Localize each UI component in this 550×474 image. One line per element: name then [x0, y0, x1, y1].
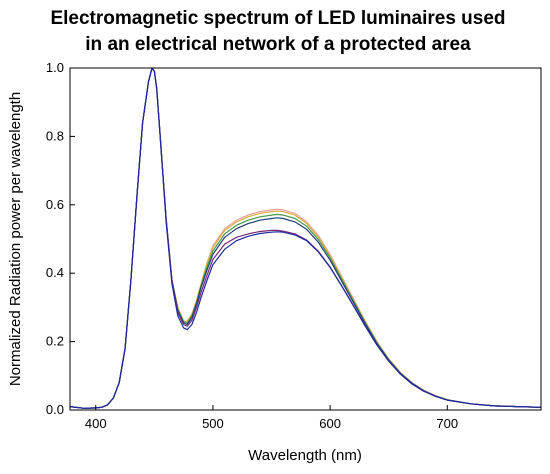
- y-tick-label: 0.8: [46, 128, 64, 143]
- spectrum-series-line-5: [69, 67, 542, 409]
- x-axis-title: Wavelength (nm): [248, 447, 362, 464]
- y-axis-ticks: 0.0 0.2 0.4 0.6 0.8 1.0: [46, 60, 75, 417]
- spectrum-series-line-1: [69, 67, 542, 409]
- spectrum-series-line-6: [69, 67, 542, 409]
- x-axis-ticks: 400 500 600 700: [85, 405, 458, 431]
- x-tick-label: 400: [85, 416, 107, 431]
- chart-title-line-2: in an electrical network of a protected …: [85, 34, 471, 55]
- x-tick-label: 600: [319, 416, 341, 431]
- y-axis-title: Normalized Radiation power per wavelengt…: [7, 92, 24, 386]
- plot-frame: [69, 67, 542, 411]
- spectrum-series-line-4: [69, 67, 542, 409]
- spectrum-series-line-3: [69, 67, 542, 409]
- y-tick-label: 1.0: [46, 60, 64, 75]
- y-tick-label: 0.2: [46, 334, 64, 349]
- series-group: [69, 67, 542, 409]
- y-tick-label: 0.4: [46, 265, 64, 280]
- spectrum-series-line-2: [69, 67, 542, 409]
- y-tick-label: 0.0: [46, 402, 64, 417]
- y-tick-label: 0.6: [46, 197, 64, 212]
- x-tick-label: 700: [436, 416, 458, 431]
- x-tick-label: 500: [202, 416, 224, 431]
- chart-title-line-1: Electromagnetic spectrum of LED luminair…: [50, 8, 505, 29]
